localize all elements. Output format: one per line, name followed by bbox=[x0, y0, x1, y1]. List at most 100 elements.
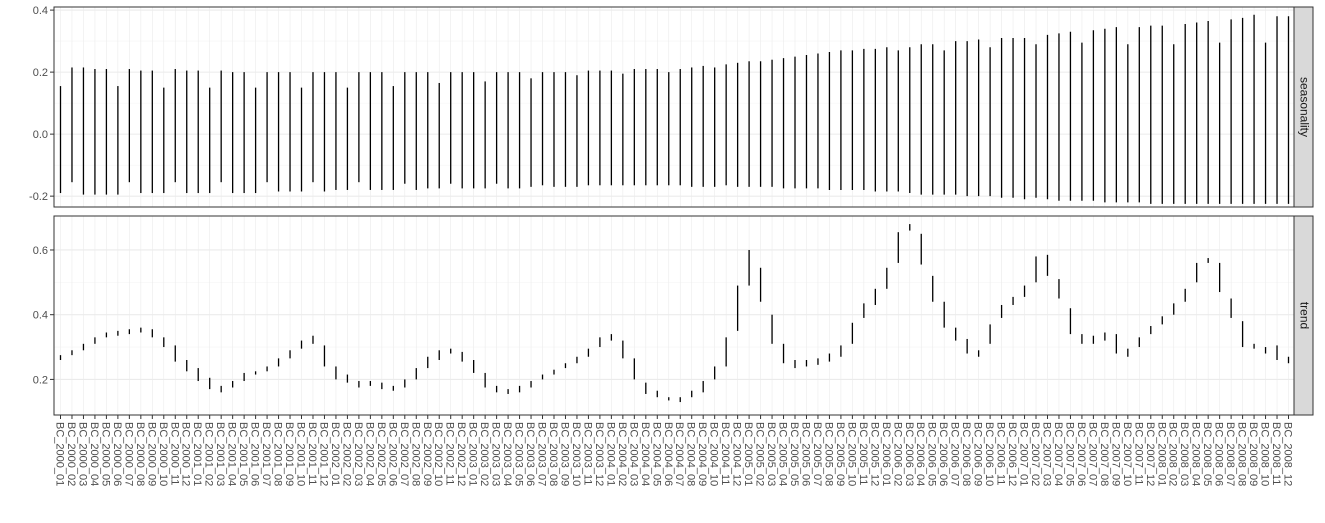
y-tick-label: 0.0 bbox=[33, 129, 48, 141]
x-tick-label: BC_2005_01 bbox=[742, 422, 754, 486]
x-tick-label: BC_2006_06 bbox=[937, 422, 949, 486]
x-tick-label: BC_2000_07 bbox=[122, 422, 134, 486]
x-tick-label: BC_2003_11 bbox=[581, 422, 593, 485]
x-tick-label: BC_2002_11 bbox=[444, 422, 456, 485]
x-tick-label: BC_2006_10 bbox=[983, 422, 995, 486]
x-tick-label: BC_2008_11 bbox=[1270, 422, 1282, 485]
x-tick-label: BC_2003_04 bbox=[501, 422, 513, 486]
x-tick-label: BC_2008_10 bbox=[1259, 422, 1271, 486]
x-tick-label: BC_2007_03 bbox=[1040, 422, 1052, 486]
x-tick-label: BC_2001_05 bbox=[237, 422, 249, 486]
x-tick-label: BC_2000_08 bbox=[134, 422, 146, 486]
x-tick-label: BC_2004_11 bbox=[719, 422, 731, 485]
x-tick-label: BC_2002_03 bbox=[352, 422, 364, 486]
x-tick-label: BC_2000_04 bbox=[88, 422, 100, 486]
x-tick-label: BC_2008_01 bbox=[1155, 422, 1167, 486]
x-tick-label: BC_2001_03 bbox=[214, 422, 226, 486]
x-tick-label: BC_2007_06 bbox=[1075, 422, 1087, 486]
x-tick-label: BC_2004_05 bbox=[650, 422, 662, 486]
x-tick-label: BC_2008_03 bbox=[1178, 422, 1190, 486]
x-tick-label: BC_2004_12 bbox=[731, 422, 743, 486]
x-tick-label: BC_2003_12 bbox=[593, 422, 605, 486]
x-tick-label: BC_2000_01 bbox=[54, 422, 66, 486]
x-tick-label: BC_2004_01 bbox=[604, 422, 616, 486]
x-tick-label: BC_2003_01 bbox=[467, 422, 479, 486]
x-tick-label: BC_2008_06 bbox=[1213, 422, 1225, 486]
x-tick-label: BC_2007_09 bbox=[1109, 422, 1121, 486]
x-tick-label: BC_2007_07 bbox=[1086, 422, 1098, 486]
x-tick-label: BC_2001_01 bbox=[191, 422, 203, 486]
x-tick-label: BC_2004_08 bbox=[685, 422, 697, 486]
x-tick-label: BC_2001_10 bbox=[295, 422, 307, 486]
x-tick-label: BC_2007_02 bbox=[1029, 422, 1041, 486]
x-tick-label: BC_2006_01 bbox=[880, 422, 892, 486]
y-tick-label: 0.4 bbox=[33, 310, 48, 322]
x-tick-label: BC_2001_11 bbox=[306, 422, 318, 485]
facet-strip-label-trend: trend bbox=[1297, 302, 1311, 329]
x-tick-label: BC_2005_02 bbox=[754, 422, 766, 486]
x-tick-label: BC_2001_08 bbox=[272, 422, 284, 486]
x-tick-label: BC_2002_01 bbox=[329, 422, 341, 486]
y-tick-label: 0.6 bbox=[33, 245, 48, 257]
x-tick-label: BC_2002_05 bbox=[375, 422, 387, 486]
x-tick-label: BC_2002_07 bbox=[398, 422, 410, 486]
x-tick-label: BC_2002_12 bbox=[455, 422, 467, 486]
x-tick-label: BC_2006_08 bbox=[960, 422, 972, 486]
x-tick-label: BC_2007_04 bbox=[1052, 422, 1064, 486]
x-tick-label: BC_2008_09 bbox=[1247, 422, 1259, 486]
y-tick-label: -0.2 bbox=[29, 191, 48, 203]
x-tick-label: BC_2000_10 bbox=[157, 422, 169, 486]
x-tick-label: BC_2006_09 bbox=[972, 422, 984, 486]
x-tick-label: BC_2002_04 bbox=[363, 422, 375, 486]
facet-strip-label-seasonality: seasonality bbox=[1297, 77, 1311, 137]
x-tick-label: BC_2008_07 bbox=[1224, 422, 1236, 486]
x-tick-label: BC_2007_12 bbox=[1144, 422, 1156, 486]
x-tick-label: BC_2004_10 bbox=[708, 422, 720, 486]
y-tick-label: 0.2 bbox=[33, 374, 48, 386]
x-tick-label: BC_2003_03 bbox=[490, 422, 502, 486]
x-tick-label: BC_2005_12 bbox=[868, 422, 880, 486]
x-tick-label: BC_2008_04 bbox=[1190, 422, 1202, 486]
x-tick-label: BC_2002_06 bbox=[386, 422, 398, 486]
x-tick-label: BC_2005_06 bbox=[799, 422, 811, 486]
x-tick-label: BC_2006_07 bbox=[949, 422, 961, 486]
x-tick-label: BC_2001_07 bbox=[260, 422, 272, 486]
x-tick-label: BC_2001_09 bbox=[283, 422, 295, 486]
x-tick-label: BC_2008_02 bbox=[1167, 422, 1179, 486]
x-tick-label: BC_2003_06 bbox=[524, 422, 536, 486]
x-tick-label: BC_2000_03 bbox=[76, 422, 88, 486]
x-tick-label: BC_2005_03 bbox=[765, 422, 777, 486]
x-tick-label: BC_2000_09 bbox=[145, 422, 157, 486]
x-tick-label: BC_2001_06 bbox=[249, 422, 261, 486]
x-tick-label: BC_2001_02 bbox=[203, 422, 215, 486]
x-tick-label: BC_2003_02 bbox=[478, 422, 490, 486]
x-tick-label: BC_2000_11 bbox=[168, 422, 180, 485]
x-tick-label: BC_2005_10 bbox=[845, 422, 857, 486]
x-tick-label: BC_2002_10 bbox=[432, 422, 444, 486]
x-tick-label: BC_2006_05 bbox=[926, 422, 938, 486]
facet-strip-trend bbox=[1293, 215, 1314, 416]
x-tick-label: BC_2007_11 bbox=[1132, 422, 1144, 485]
x-tick-label: BC_2003_09 bbox=[558, 422, 570, 486]
y-tick-label: 0.4 bbox=[33, 5, 48, 17]
x-tick-label: BC_2004_07 bbox=[673, 422, 685, 486]
x-tick-label: BC_2005_11 bbox=[857, 422, 869, 485]
x-tick-label: BC_2000_05 bbox=[99, 422, 111, 486]
x-tick-label: BC_2005_09 bbox=[834, 422, 846, 486]
x-tick-label: BC_2001_12 bbox=[317, 422, 329, 486]
x-tick-label: BC_2006_04 bbox=[914, 422, 926, 486]
x-tick-label: BC_2000_06 bbox=[111, 422, 123, 486]
x-tick-label: BC_2001_04 bbox=[226, 422, 238, 486]
x-tick-label: BC_2005_04 bbox=[777, 422, 789, 486]
x-tick-label: BC_2004_04 bbox=[639, 422, 651, 486]
x-tick-label: BC_2002_08 bbox=[409, 422, 421, 486]
panel-background-trend bbox=[54, 216, 1294, 415]
x-tick-label: BC_2000_02 bbox=[65, 422, 77, 486]
x-tick-label: BC_2005_08 bbox=[822, 422, 834, 486]
x-tick-label: BC_2005_07 bbox=[811, 422, 823, 486]
x-tick-label: BC_2006_03 bbox=[903, 422, 915, 486]
x-tick-label: BC_2003_08 bbox=[547, 422, 559, 486]
x-tick-label: BC_2004_06 bbox=[662, 422, 674, 486]
x-tick-label: BC_2007_10 bbox=[1121, 422, 1133, 486]
